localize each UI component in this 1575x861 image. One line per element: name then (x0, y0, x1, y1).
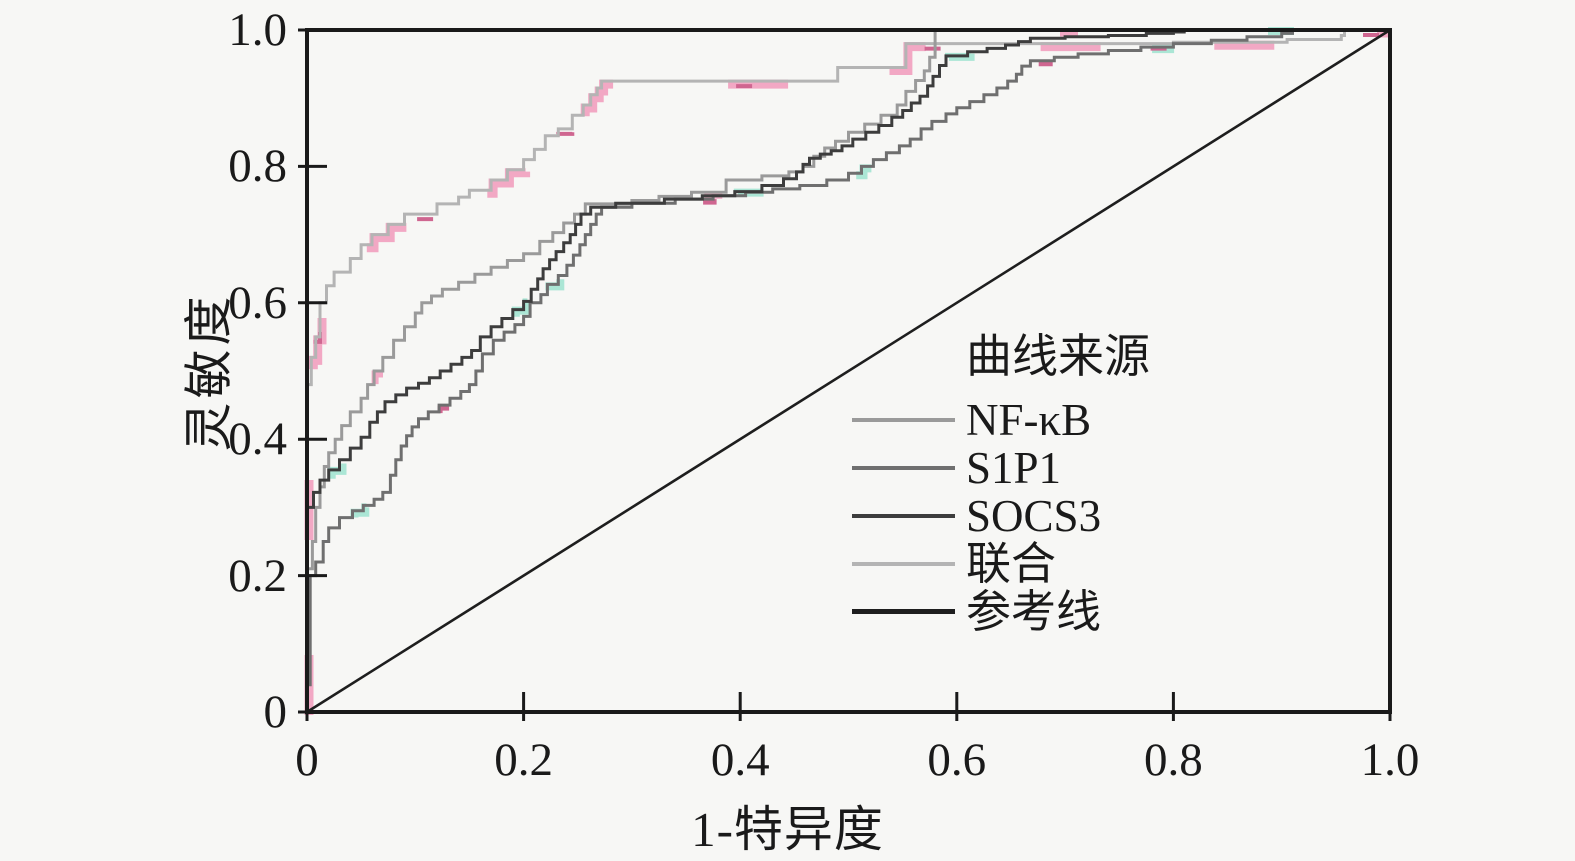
roc-curve-fringe-3 (304, 28, 1392, 715)
roc-curve-SOCS3 (305, 28, 1390, 712)
y-tick-label: 0.8 (228, 140, 287, 193)
x-tick-label: 0.4 (710, 734, 770, 786)
legend-item-socs3: SOCS3 (852, 492, 1150, 540)
legend-item-lianhe: 联合 (852, 540, 1150, 588)
legend-item-label: 联合 (966, 538, 1057, 589)
x-tick-label: 0.2 (494, 734, 553, 786)
y-tick-label: 0.6 (228, 276, 287, 329)
legend-line-swatch-nfkb (852, 417, 955, 422)
roc-curve-fringe-1 (305, 28, 1392, 714)
roc-curve-参考线 (306, 28, 1391, 714)
legend-item-label: NF-κB (966, 394, 1092, 445)
plot-frame (305, 28, 1392, 714)
y-tick-label: 1.0 (228, 4, 287, 56)
legend-line-swatch-reference (852, 609, 955, 614)
roc-curve-S1P1 (305, 28, 1390, 712)
y-tick-label: 0.2 (228, 549, 287, 602)
x-tick-label: 0.8 (1144, 734, 1203, 786)
roc-curve-联合 (305, 28, 1390, 712)
x-tick-label: 0.6 (927, 734, 987, 786)
x-tick-label: 0 (295, 734, 319, 786)
legend-item-reference: 参考线 (852, 588, 1150, 636)
x-axis-title: 1-特异度 (691, 802, 884, 857)
legend: 曲线来源 NF-κB S1P1 SOCS3 联合 参考线 (852, 328, 1150, 636)
legend-item-s1p1: S1P1 (852, 444, 1150, 492)
legend-line-swatch-s1p1 (852, 465, 955, 470)
legend-line-swatch-lianhe (852, 561, 955, 566)
legend-title: 曲线来源 (966, 331, 1150, 382)
y-tick-label: 0 (263, 686, 288, 738)
legend-line-swatch-socs3 (852, 513, 955, 518)
x-tick-label: 1.0 (1360, 734, 1420, 786)
legend-item-nfkb: NF-κB (852, 396, 1150, 444)
legend-item-label: SOCS3 (966, 490, 1102, 541)
legend-item-label: 参考线 (966, 586, 1102, 637)
y-tick-label: 0.4 (228, 413, 287, 466)
legend-item-label: S1P1 (966, 442, 1062, 493)
